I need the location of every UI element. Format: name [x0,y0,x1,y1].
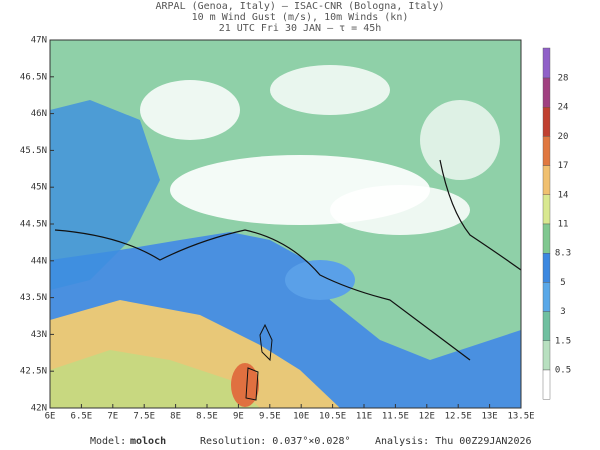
footer-text: Resolution: 0.037°×0.028° [200,436,351,447]
colorbar-label: 5 [560,278,565,288]
colorbar-label: 3 [560,307,565,317]
sea-field [285,260,355,300]
longitude-label: 13E [481,412,497,422]
calm-field [420,100,500,180]
longitude-label: 11.5E [382,412,409,422]
footer-text: Analysis: Thu 00Z29JAN2026 [375,436,532,447]
colorbar-segment [542,194,551,225]
longitude-label: 10.5E [319,412,346,422]
calm-field [140,80,240,140]
colorbar-segment [542,47,551,79]
calm-field [330,185,470,235]
gust-field [50,350,260,408]
colorbar-label: 11 [558,220,569,230]
header-line: 10 m Wind Gust (m/s), 10m Winds (kn) [192,12,409,23]
footer-value: moloch [130,436,166,447]
latitude-labels: 47N 46.5N 46N 45.5N 45N 44.5N 44N 43.5N 43N 42.5N… [20,36,54,414]
latitude-label: 42.5N [20,367,47,377]
latitude-label: 46.5N [20,72,47,82]
latitude-label: 45N [31,183,47,193]
colorbar-segment [542,223,551,254]
longitude-label: 12E [419,412,435,422]
latitude-label: 45.5N [20,146,47,156]
latitude-label: 42N [31,404,47,414]
colorbar-label: 17 [558,161,569,171]
longitude-label: 6E [45,412,56,422]
header-line: ARPAL (Genoa, Italy) – ISAC-CNR (Bologna… [156,1,445,12]
latitude-label: 44.5N [20,220,47,230]
colorbar-segment [542,165,551,196]
colorbar-segment [542,136,551,166]
coastline [54,159,521,361]
longitude-label: 6.5E [71,412,93,422]
colorbar-segment [542,369,551,400]
mountain-field [50,100,160,290]
longitude-label: 12.5E [445,412,472,422]
colorbar-label: 24 [558,103,569,113]
colorbar-segment [542,77,551,108]
longitude-label: 7E [107,412,118,422]
calm-field [270,65,390,115]
footer-label: Model: [90,436,126,447]
colorbar-segment [542,282,551,312]
colorbar-label: 1.5 [555,336,571,346]
latitude-label: 43.5N [20,293,47,303]
colorbar-segment [542,106,551,137]
colorbar-segment [542,252,551,283]
latitude-label: 43N [31,330,47,340]
longitude-label: 11E [356,412,372,422]
longitude-label: 8E [170,412,181,422]
longitude-label: 7.5E [133,412,155,422]
latitude-label: 47N [31,36,47,46]
colorbar-segment [542,311,551,342]
longitude-label: 9E [233,412,244,422]
latitude-label: 44N [31,256,47,266]
colorbar-label: 0.5 [555,366,571,376]
colorbar-label: 28 [558,74,569,84]
colorbar-label: 14 [558,190,569,200]
colorbar-label: 8.3 [555,249,571,259]
longitude-label: 9.5E [259,412,281,422]
longitude-label: 13.5E [507,412,534,422]
map [49,39,522,409]
colorbar-label: 20 [558,132,569,142]
peak-gust-field [231,363,259,407]
header-line: 21 UTC Fri 30 JAN – τ = 45h [219,23,382,34]
island-coastline [245,323,273,401]
colorbar: 28 24 20 17 14 11 8.3 5 3 1.5 0.5 [542,47,571,400]
longitude-label: 10E [293,412,309,422]
longitude-label: 8.5E [196,412,218,422]
longitude-labels: 6E 6.5E 7E 7.5E 8E 8.5E 9E 9.5E 10E 10.5E 11E 11.5E… [45,404,535,422]
colorbar-segment [542,340,551,371]
latitude-label: 46N [31,109,47,119]
